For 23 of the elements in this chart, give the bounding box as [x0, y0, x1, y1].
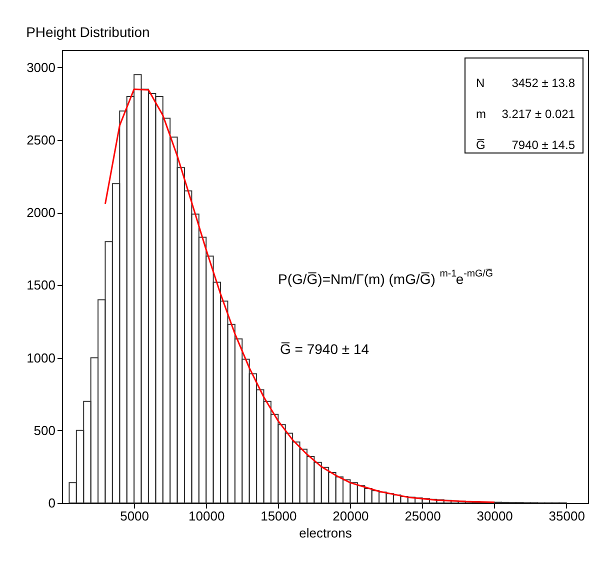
x-tick-label: 35000: [548, 508, 585, 524]
x-axis-title: electrons: [299, 526, 352, 540]
annotation: G̅ = 7940 ± 14: [280, 341, 370, 357]
x-tick-label: 30000: [476, 508, 513, 524]
y-tick-label: 1000: [26, 350, 56, 366]
y-tick-label: 3000: [26, 60, 56, 75]
chart-title: PHeight Distribution: [26, 24, 150, 40]
annotation: N: [476, 76, 485, 90]
x-tick-label: 25000: [404, 508, 441, 524]
x-tick-label: 10000: [188, 508, 225, 524]
y-tick-label: 2000: [26, 205, 56, 220]
x-tick-label: 20000: [332, 508, 369, 524]
annotation: m: [476, 107, 486, 121]
annotation: 3.217 ± 0.021: [502, 107, 576, 121]
y-tick-label: 0: [48, 496, 56, 510]
y-tick-label: 500: [34, 422, 56, 438]
x-tick-label: 15000: [260, 508, 297, 524]
x-tick-label: 5000: [120, 508, 150, 524]
annotation: 7940 ± 14.5: [512, 138, 576, 152]
y-tick-label: 2500: [26, 132, 56, 148]
annotation: 3452 ± 13.8: [512, 76, 576, 90]
annotation: G̅: [476, 138, 486, 152]
y-tick-label: 1500: [26, 278, 56, 293]
